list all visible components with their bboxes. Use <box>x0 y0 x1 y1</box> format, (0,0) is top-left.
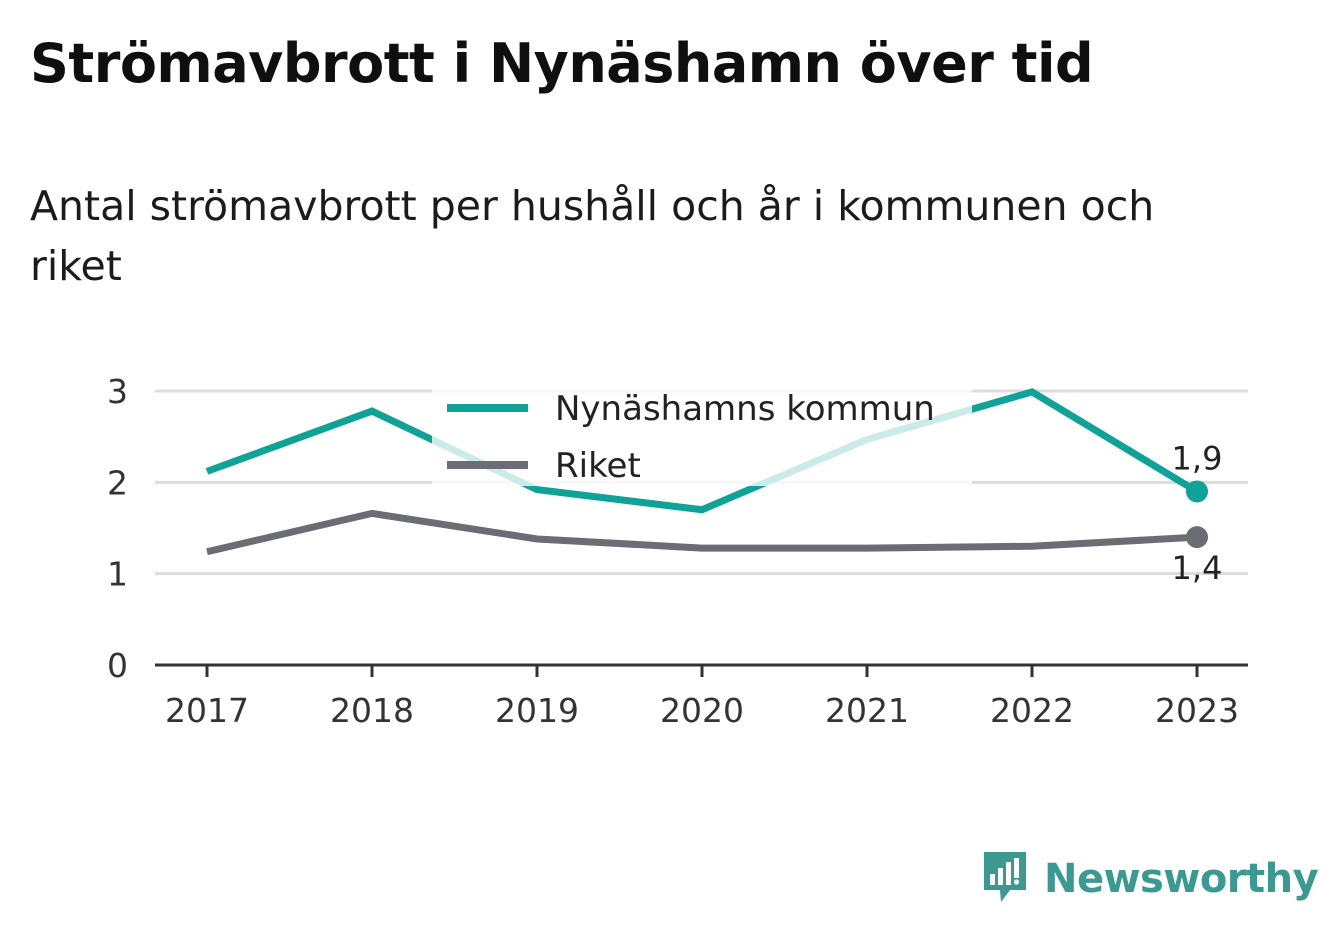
x-tick-label: 2020 <box>660 691 744 730</box>
chart-subtitle: Antal strömavbrott per hushåll och år i … <box>30 182 1155 290</box>
y-tick-label: 1 <box>107 555 128 594</box>
series-end-point-1 <box>1186 526 1208 549</box>
chart-title: Strömavbrott i Nynäshamn över tid <box>30 32 1094 95</box>
x-tick-label: 2019 <box>495 691 579 730</box>
x-axis: 2017 2018 2019 2020 2021 2022 2023 <box>155 663 1248 730</box>
series-line-0 <box>205 388 1199 514</box>
series-line-1 <box>206 509 1198 556</box>
end-value-label: 1,4 <box>1172 549 1223 587</box>
end-value-label: 1,9 <box>1172 439 1223 477</box>
y-tick-label: 0 <box>107 646 128 685</box>
x-tick-label: 2023 <box>1155 691 1239 730</box>
series-end-point-0 <box>1186 480 1208 503</box>
series-lines <box>205 388 1208 556</box>
x-tick-label: 2022 <box>990 691 1074 730</box>
end-labels: 1,9 1,4 <box>1172 439 1223 587</box>
legend-label: Riket <box>555 446 641 486</box>
legend: Nynäshamns kommun Riket <box>432 380 972 486</box>
brand-logo: Newsworthy <box>980 850 1319 908</box>
x-tick-label: 2021 <box>825 691 909 730</box>
y-axis-ticks: 0 1 2 3 <box>107 372 128 685</box>
legend-label: Nynäshamns kommun <box>555 389 935 429</box>
y-tick-label: 3 <box>107 372 128 411</box>
brand-name: Newsworthy <box>1044 856 1319 902</box>
x-tick-label: 2018 <box>330 691 414 730</box>
newsworthy-logo-icon <box>984 852 1026 902</box>
x-tick-label: 2017 <box>165 691 249 730</box>
y-tick-label: 2 <box>107 463 128 502</box>
